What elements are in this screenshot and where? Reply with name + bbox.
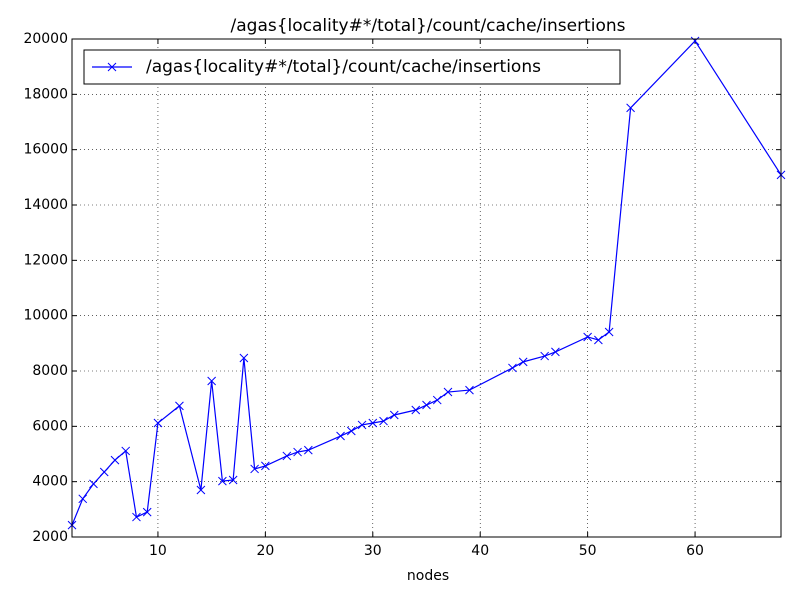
- data-marker: [368, 418, 378, 428]
- x-tick-label: 50: [579, 543, 597, 559]
- y-tick-label: 12000: [23, 252, 68, 268]
- y-tick-label: 8000: [32, 363, 68, 379]
- data-marker: [432, 395, 442, 405]
- data-marker: [626, 103, 635, 113]
- data-marker: [465, 385, 474, 395]
- y-tick-label: 6000: [32, 418, 68, 434]
- data-marker: [207, 376, 217, 386]
- y-tick-label: 20000: [23, 31, 68, 47]
- data-marker: [239, 353, 249, 363]
- data-marker: [303, 445, 313, 455]
- x-axis-label: nodes: [407, 568, 449, 584]
- data-marker: [99, 467, 109, 477]
- legend-marker: [107, 62, 117, 72]
- x-tick-label: 20: [256, 543, 274, 559]
- data-marker: [389, 410, 399, 420]
- y-tick-label: 18000: [23, 86, 68, 102]
- data-marker: [293, 447, 302, 457]
- data-marker: [690, 36, 700, 46]
- data-marker: [336, 431, 345, 441]
- data-marker: [594, 335, 603, 345]
- data-marker: [228, 475, 238, 485]
- y-tick-label: 4000: [32, 474, 68, 490]
- data-marker: [175, 401, 184, 411]
- data-marker: [604, 327, 614, 337]
- x-tick-label: 30: [364, 543, 382, 559]
- x-tick-label: 60: [686, 543, 704, 559]
- data-marker: [261, 461, 270, 471]
- data-marker: [142, 507, 152, 517]
- y-tick-label: 2000: [32, 529, 68, 545]
- x-tick-label: 40: [471, 543, 489, 559]
- data-marker: [357, 420, 367, 430]
- data-marker: [583, 332, 592, 342]
- data-marker: [551, 347, 560, 357]
- data-marker: [379, 416, 388, 426]
- x-tick-label: 10: [149, 543, 167, 559]
- data-marker: [540, 351, 550, 361]
- data-marker: [282, 451, 292, 461]
- data-marker: [250, 464, 259, 474]
- data-marker: [346, 426, 356, 436]
- data-marker: [508, 363, 517, 373]
- chart-title: /agas{locality#*/total}/count/cache/inse…: [231, 16, 626, 36]
- legend-label: /agas{locality#*/total}/count/cache/inse…: [146, 57, 541, 77]
- data-marker: [411, 405, 421, 415]
- data-marker: [132, 512, 141, 522]
- data-marker: [196, 485, 206, 495]
- data-marker: [443, 387, 453, 397]
- data-marker: [89, 479, 98, 489]
- data-marker: [121, 446, 131, 456]
- data-marker: [422, 400, 431, 410]
- data-marker: [518, 357, 528, 367]
- data-marker: [218, 476, 227, 486]
- data-marker: [78, 494, 88, 504]
- y-tick-label: 16000: [23, 142, 68, 158]
- y-tick-label: 14000: [23, 197, 68, 213]
- legend-box: [83, 49, 621, 85]
- y-tick-label: 10000: [23, 308, 68, 324]
- plot-frame: [71, 38, 782, 538]
- data-marker: [153, 418, 163, 428]
- data-marker: [110, 455, 120, 465]
